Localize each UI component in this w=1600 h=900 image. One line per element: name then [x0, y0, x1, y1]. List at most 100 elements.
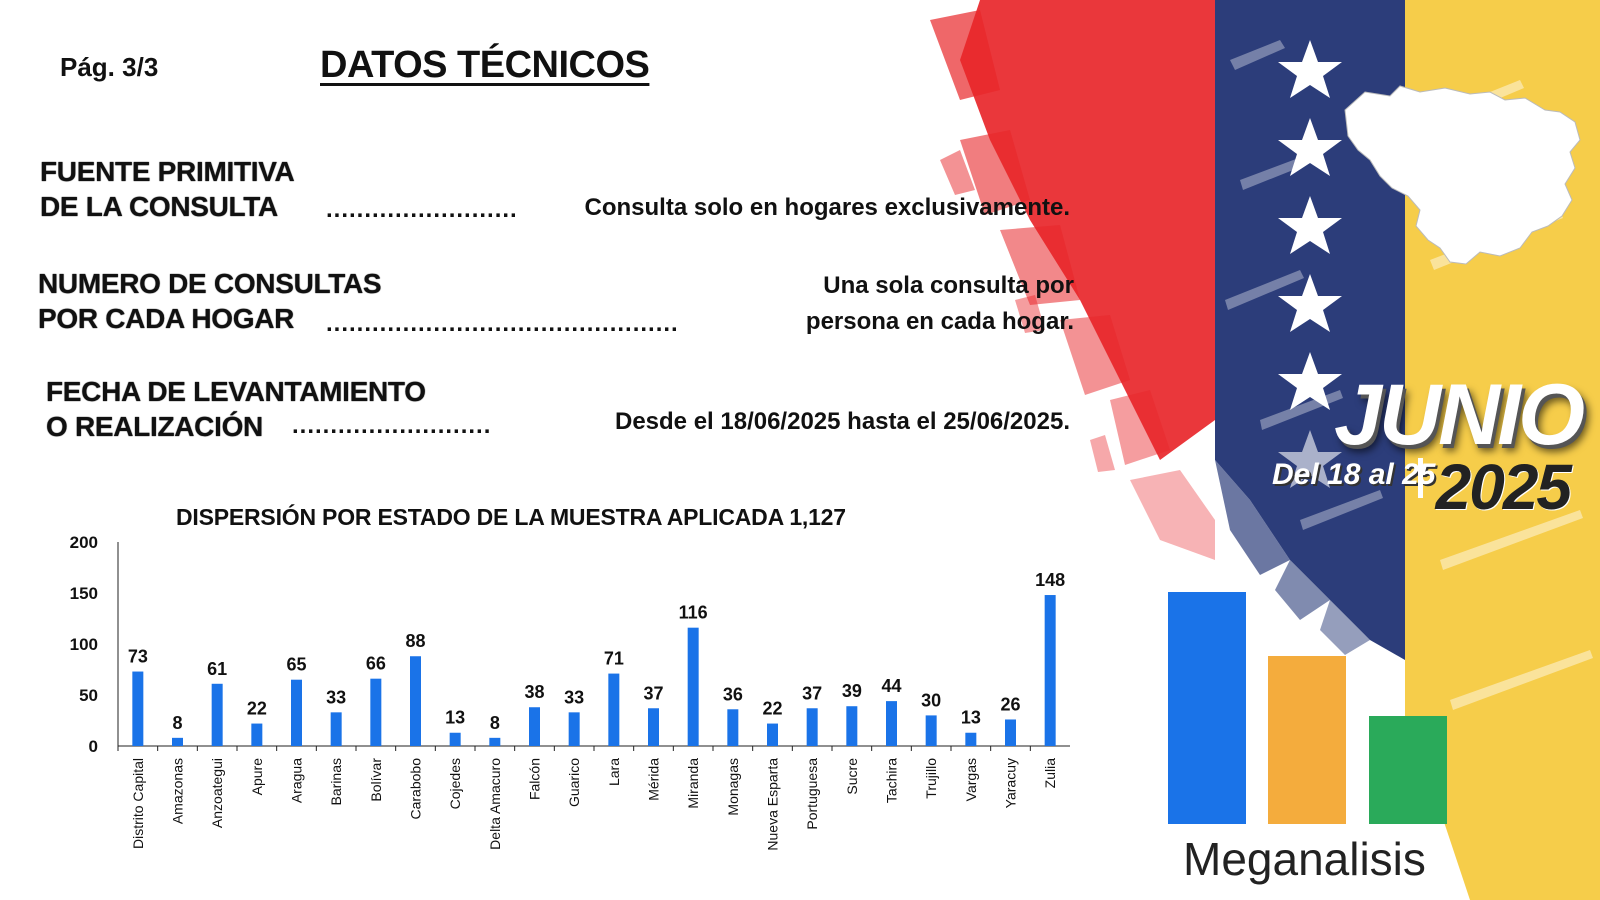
category-label: Miranda [685, 758, 701, 809]
category-label: Distrito Capital [130, 758, 146, 849]
y-tick-label: 0 [89, 737, 98, 756]
venezuela-map-icon [1344, 85, 1581, 265]
bar-value-label: 13 [445, 708, 465, 728]
bar [608, 673, 620, 746]
category-label: Aragua [289, 758, 305, 803]
flag-stars [1278, 40, 1342, 488]
bar [886, 701, 897, 746]
bar-value-label: 30 [921, 690, 941, 710]
bar-value-label: 71 [604, 649, 624, 669]
bar [291, 679, 302, 746]
category-label: Bolívar [368, 758, 384, 802]
bar [846, 706, 858, 746]
bar-value-label: 38 [524, 682, 544, 702]
bar-value-label: 8 [172, 713, 182, 733]
bar [806, 708, 818, 746]
y-tick-label: 100 [70, 635, 98, 654]
bar-value-label: 44 [881, 676, 901, 696]
category-label: Nueva Esparta [765, 758, 781, 851]
logo-bar-green [1369, 716, 1447, 824]
bar [489, 737, 501, 746]
bar-value-label: 148 [1035, 570, 1065, 590]
blue-brush-band [1215, 0, 1405, 660]
bar-value-label: 8 [490, 713, 500, 733]
bar-value-label: 36 [723, 684, 743, 704]
bar [767, 723, 778, 746]
bar-value-label: 66 [366, 654, 386, 674]
y-tick-label: 150 [70, 584, 98, 603]
bar [687, 627, 699, 746]
page-title: DATOS TÉCNICOS [320, 44, 650, 86]
badge-range: Del 18 al 25 [1272, 458, 1436, 491]
bar [370, 678, 382, 746]
bar [1044, 595, 1056, 746]
bar [172, 737, 183, 746]
category-label: Apure [249, 758, 265, 796]
category-label: Delta Amacuro [487, 758, 503, 850]
bar [529, 707, 540, 746]
y-tick-label: 50 [79, 686, 98, 705]
date-label: FECHA DE LEVANTAMIENTO O REALIZACIÓN [46, 376, 426, 442]
y-tick-label: 200 [70, 533, 98, 552]
bar-value-label: 37 [802, 683, 822, 703]
bar-value-label: 22 [247, 699, 267, 719]
category-label: Zulia [1042, 758, 1058, 789]
bar [449, 732, 461, 746]
bar-value-label: 26 [1000, 694, 1020, 714]
bar-value-label: 65 [286, 655, 306, 675]
bar-value-label: 61 [207, 659, 227, 679]
badge-year: 2025 [1435, 451, 1572, 523]
bar-value-label: 88 [405, 631, 425, 651]
bar [211, 683, 223, 746]
bar-value-label: 39 [842, 681, 862, 701]
category-label: Guarico [566, 758, 582, 807]
category-label: Amazonas [170, 758, 186, 824]
category-label: Portuguesa [804, 758, 820, 830]
source-label: FUENTE PRIMITIVA DE LA CONSULTA [40, 156, 295, 222]
bar [727, 709, 739, 746]
bar [251, 723, 263, 746]
bar [410, 656, 421, 746]
date-leader-dots: .......................... [292, 412, 492, 439]
bar [330, 712, 342, 746]
meganalisis-logo-icon [1168, 592, 1447, 824]
bar [132, 671, 144, 746]
category-label: Tachira [884, 758, 900, 803]
category-label: Anzoategui [209, 758, 225, 828]
category-label: Lara [606, 758, 622, 786]
bar [1005, 719, 1016, 746]
date-value: Desde el 18/06/2025 hasta el 25/06/2025. [614, 408, 1070, 435]
bar-value-label: 13 [961, 708, 981, 728]
bar [925, 715, 937, 746]
date-badge: JUNIO Del 18 al 25 2025 [1262, 366, 1585, 523]
source-leader-dots: ......................... [326, 196, 518, 223]
category-label: Mérida [646, 758, 662, 801]
category-label: Falcón [527, 758, 543, 800]
badge-separator [1418, 458, 1423, 498]
badge-month: JUNIO [1334, 367, 1585, 463]
category-label: Vargas [963, 758, 979, 801]
bar-value-label: 33 [326, 687, 346, 707]
category-label: Cojedes [447, 758, 463, 809]
bar-value-label: 37 [643, 683, 663, 703]
bar-value-label: 73 [128, 647, 148, 667]
source-value: Consulta solo en hogares exclusivamente. [584, 194, 1070, 221]
consult-count-value: Una sola consulta por persona en cada ho… [805, 272, 1074, 335]
category-label: Barinas [328, 758, 344, 805]
category-label: Trujillo [923, 758, 939, 799]
logo-name: Meganalisis [1183, 833, 1426, 885]
red-brush-strokes [930, 0, 1215, 560]
category-label: Sucre [844, 758, 860, 795]
chart-title: DISPERSIÓN POR ESTADO DE LA MUESTRA APLI… [176, 504, 846, 530]
logo-bar-orange [1268, 656, 1346, 824]
logo-bar-blue [1168, 592, 1246, 824]
bar-value-label: 116 [679, 603, 708, 623]
bar [965, 732, 977, 746]
category-label: Carabobo [408, 758, 424, 820]
category-label: Yaracuy [1003, 758, 1019, 808]
page-number: Pág. 3/3 [60, 52, 159, 82]
bar-chart: 0 50 100 150 200 73 Distrito Capital 8 Amazonas 6… [70, 533, 1070, 851]
bar [648, 708, 659, 746]
